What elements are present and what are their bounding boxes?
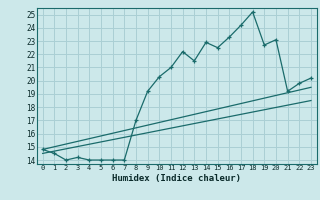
X-axis label: Humidex (Indice chaleur): Humidex (Indice chaleur) xyxy=(112,174,241,183)
